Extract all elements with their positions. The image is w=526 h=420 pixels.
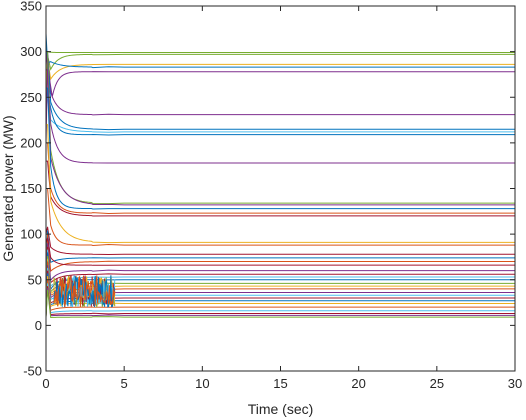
series-line-38 xyxy=(45,289,515,319)
y-tick-label: 100 xyxy=(20,227,42,242)
plot-background xyxy=(46,6,515,371)
series-line-7 xyxy=(45,51,515,131)
x-tick-label: 0 xyxy=(42,376,49,391)
series-line-14 xyxy=(46,142,515,214)
series-line-18 xyxy=(45,226,515,255)
series-line-12 xyxy=(46,69,515,206)
y-tick-label: 250 xyxy=(20,90,42,105)
x-tick-label: 15 xyxy=(273,376,287,391)
series-line-4 xyxy=(45,51,515,69)
y-tick-label: 50 xyxy=(28,272,42,287)
series-line-1 xyxy=(46,51,515,54)
series-line-34 xyxy=(45,279,515,317)
series-line-3 xyxy=(45,58,515,107)
series-line-6 xyxy=(46,51,515,116)
series-line-17 xyxy=(46,188,515,246)
x-tick-label: 5 xyxy=(121,376,128,391)
series-line-20 xyxy=(45,234,515,289)
y-tick-label: 300 xyxy=(20,44,42,59)
x-tick-label: 30 xyxy=(508,376,522,391)
y-tick-label: 150 xyxy=(20,181,42,196)
series-line-19 xyxy=(45,230,515,271)
y-tick-label: 0 xyxy=(35,318,42,333)
y-tick-label: -50 xyxy=(23,364,42,379)
series-layer xyxy=(45,33,515,319)
series-line-9 xyxy=(45,33,515,136)
x-axis-label: Time (sec) xyxy=(248,401,314,417)
series-line-8 xyxy=(46,96,515,133)
y-tick-label: 200 xyxy=(20,135,42,150)
series-line-22 xyxy=(45,243,515,299)
series-line-15 xyxy=(46,160,515,217)
x-tick-label: 25 xyxy=(430,376,444,391)
y-axis-label: Generated power (MW) xyxy=(0,115,16,261)
series-line-21 xyxy=(45,237,515,266)
series-line-2 xyxy=(45,53,515,98)
series-line-37 xyxy=(45,287,515,317)
series-line-36 xyxy=(45,286,515,317)
y-tick-label: 350 xyxy=(20,0,42,14)
series-line-5 xyxy=(45,66,515,143)
oscillation-line-6 xyxy=(53,275,116,308)
series-line-16 xyxy=(46,124,515,244)
series-line-10 xyxy=(45,51,515,164)
x-tick-label: 10 xyxy=(195,376,209,391)
series-line-13 xyxy=(46,87,515,210)
x-tick-label: 20 xyxy=(351,376,365,391)
series-line-23 xyxy=(45,246,515,299)
series-line-35 xyxy=(45,283,515,317)
